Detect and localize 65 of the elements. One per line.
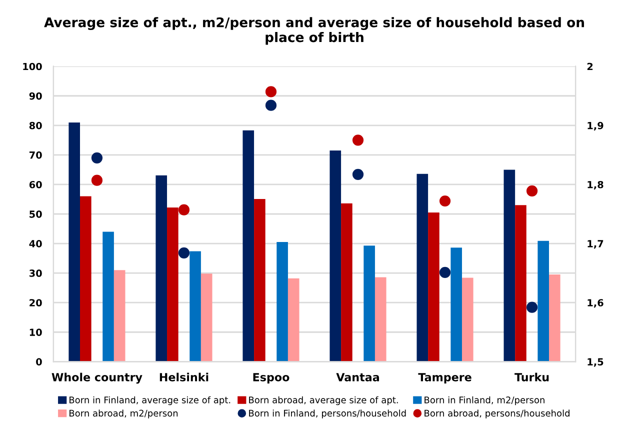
bar xyxy=(156,175,168,362)
point xyxy=(526,185,538,197)
point xyxy=(526,302,538,313)
point xyxy=(178,247,190,259)
bar xyxy=(330,150,342,362)
bar xyxy=(200,274,212,362)
x-tick-label: Espoo xyxy=(253,373,290,384)
y-tick-label: 20 xyxy=(30,299,42,306)
point xyxy=(352,134,364,146)
x-tick-label: Helsinki xyxy=(160,372,208,382)
bar xyxy=(538,240,549,362)
legend-label: Born abroad, average size of apt. xyxy=(249,396,398,406)
bar xyxy=(190,251,201,362)
y-tick-label: 80 xyxy=(29,122,42,130)
bar xyxy=(462,278,474,362)
bar xyxy=(242,130,254,362)
point xyxy=(91,152,103,164)
bar xyxy=(374,277,386,362)
y2-tick-label: 1,6 xyxy=(588,299,604,308)
legend-label: Born in Finland, persons/household xyxy=(249,410,406,418)
bar xyxy=(80,196,92,362)
y-tick-label: 40 xyxy=(29,240,42,248)
bar xyxy=(68,122,80,362)
bar xyxy=(416,174,428,362)
point xyxy=(265,100,277,111)
bar xyxy=(102,232,114,362)
x-tick-label: Turku xyxy=(514,372,549,382)
point xyxy=(352,168,364,180)
legend-label: Born in Finland, m2/person xyxy=(424,396,544,406)
bar xyxy=(548,274,560,362)
bar xyxy=(114,270,126,362)
bar xyxy=(364,246,375,362)
x-tick-label: Tampere xyxy=(418,373,472,384)
y2-tick-label: 1,8 xyxy=(588,180,604,190)
point xyxy=(439,195,451,207)
bar xyxy=(276,242,288,362)
point xyxy=(265,86,277,98)
legend-label: Born abroad, persons/household xyxy=(424,410,570,418)
legend-label: Born abroad, m2/person xyxy=(70,410,178,418)
y-tick-label: 10 xyxy=(30,328,42,336)
y-tick-label: 0 xyxy=(36,358,42,366)
bar xyxy=(515,205,526,362)
y2-tick-label: 1,9 xyxy=(588,122,604,130)
x-tick-label: Whole country xyxy=(52,372,142,384)
bar xyxy=(450,248,462,362)
y2-tick-label: 2 xyxy=(587,62,593,70)
y2-tick-label: 1,7 xyxy=(588,240,604,249)
legend-label: Born in Finland, average size of apt. xyxy=(70,396,230,406)
bar xyxy=(428,212,440,362)
y2-tick-label: 1,5 xyxy=(588,358,604,367)
y-tick-label: 90 xyxy=(29,92,42,100)
point xyxy=(439,266,451,278)
y-tick-label: 100 xyxy=(23,62,42,70)
x-tick-label: Vantaa xyxy=(336,373,379,382)
point xyxy=(178,204,190,216)
bar xyxy=(288,278,300,362)
bar xyxy=(341,203,352,362)
chart-title: Average size of apt., m2/person and average size of household based on place of birth xyxy=(44,17,584,45)
y-tick-label: 60 xyxy=(29,180,42,188)
point xyxy=(91,174,103,186)
y-tick-label: 50 xyxy=(30,210,42,218)
y-tick-label: 30 xyxy=(29,270,42,277)
bar xyxy=(254,198,266,362)
bar xyxy=(504,170,516,362)
y-tick-label: 70 xyxy=(29,151,42,159)
